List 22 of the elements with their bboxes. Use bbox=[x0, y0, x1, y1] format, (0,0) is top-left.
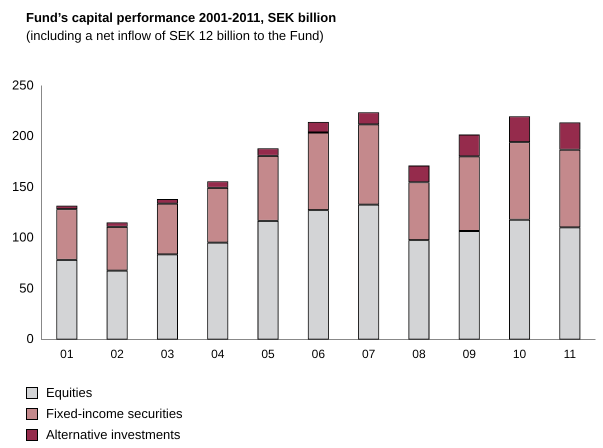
chart-subtitle: (including a net inflow of SEK 12 billion to the Fund) bbox=[26, 28, 324, 43]
legend-label: Alternative investments bbox=[46, 427, 180, 442]
y-tick-label: 0 bbox=[26, 331, 34, 346]
x-tick-label: 07 bbox=[362, 347, 376, 362]
x-tick-label: 10 bbox=[512, 347, 527, 362]
x-tick-label: 06 bbox=[312, 347, 326, 362]
x-tick-label: 08 bbox=[412, 347, 426, 362]
x-tick-label: 03 bbox=[160, 347, 174, 362]
legend-label: Fixed-income securities bbox=[46, 406, 183, 421]
x-tick-label: 02 bbox=[110, 347, 124, 362]
y-tick-label: 50 bbox=[19, 280, 34, 296]
legend-label: Equities bbox=[46, 385, 92, 400]
y-tick-label: 250 bbox=[12, 77, 34, 92]
y-tick-label: 200 bbox=[12, 128, 34, 144]
y-tick-label: 100 bbox=[12, 230, 34, 245]
chart-title: Fund’s capital performance 2001-2011, SEK billion bbox=[26, 10, 336, 25]
x-tick-label: 09 bbox=[462, 347, 476, 362]
x-tick-label: 05 bbox=[261, 347, 276, 362]
x-tick-label: 04 bbox=[211, 347, 225, 362]
x-tick-label: 01 bbox=[60, 347, 74, 362]
y-tick-label: 150 bbox=[12, 178, 34, 194]
x-tick-label: 11 bbox=[564, 347, 576, 362]
